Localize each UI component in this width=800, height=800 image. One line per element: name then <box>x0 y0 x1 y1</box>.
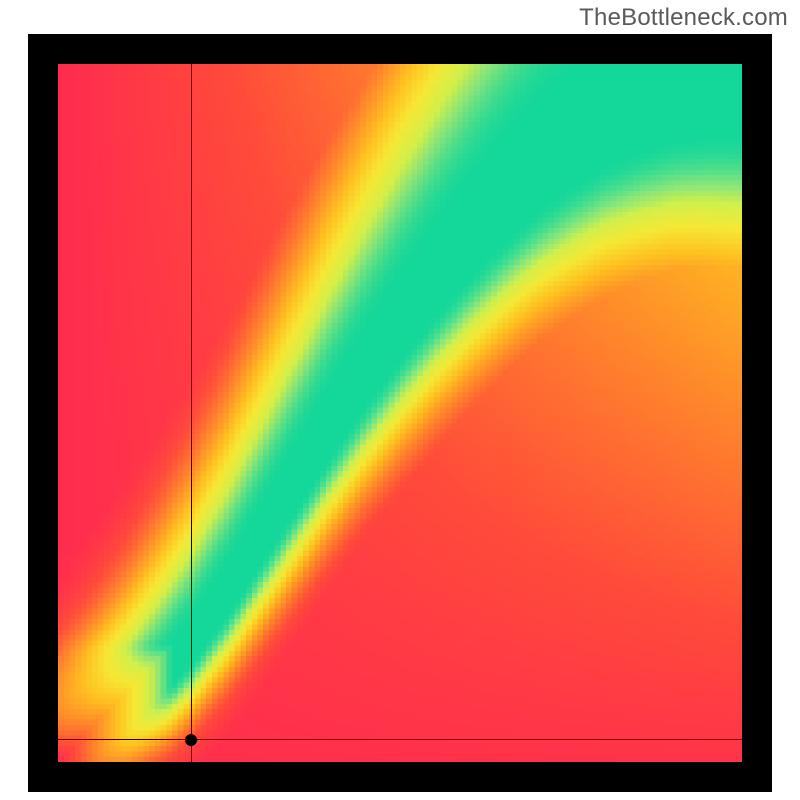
crosshair-vertical <box>191 64 192 762</box>
heatmap-canvas <box>58 64 742 762</box>
root-container: TheBottleneck.com <box>0 0 800 800</box>
watermark-text: TheBottleneck.com <box>579 4 788 32</box>
crosshair-marker <box>185 734 197 746</box>
crosshair-horizontal <box>58 739 742 740</box>
